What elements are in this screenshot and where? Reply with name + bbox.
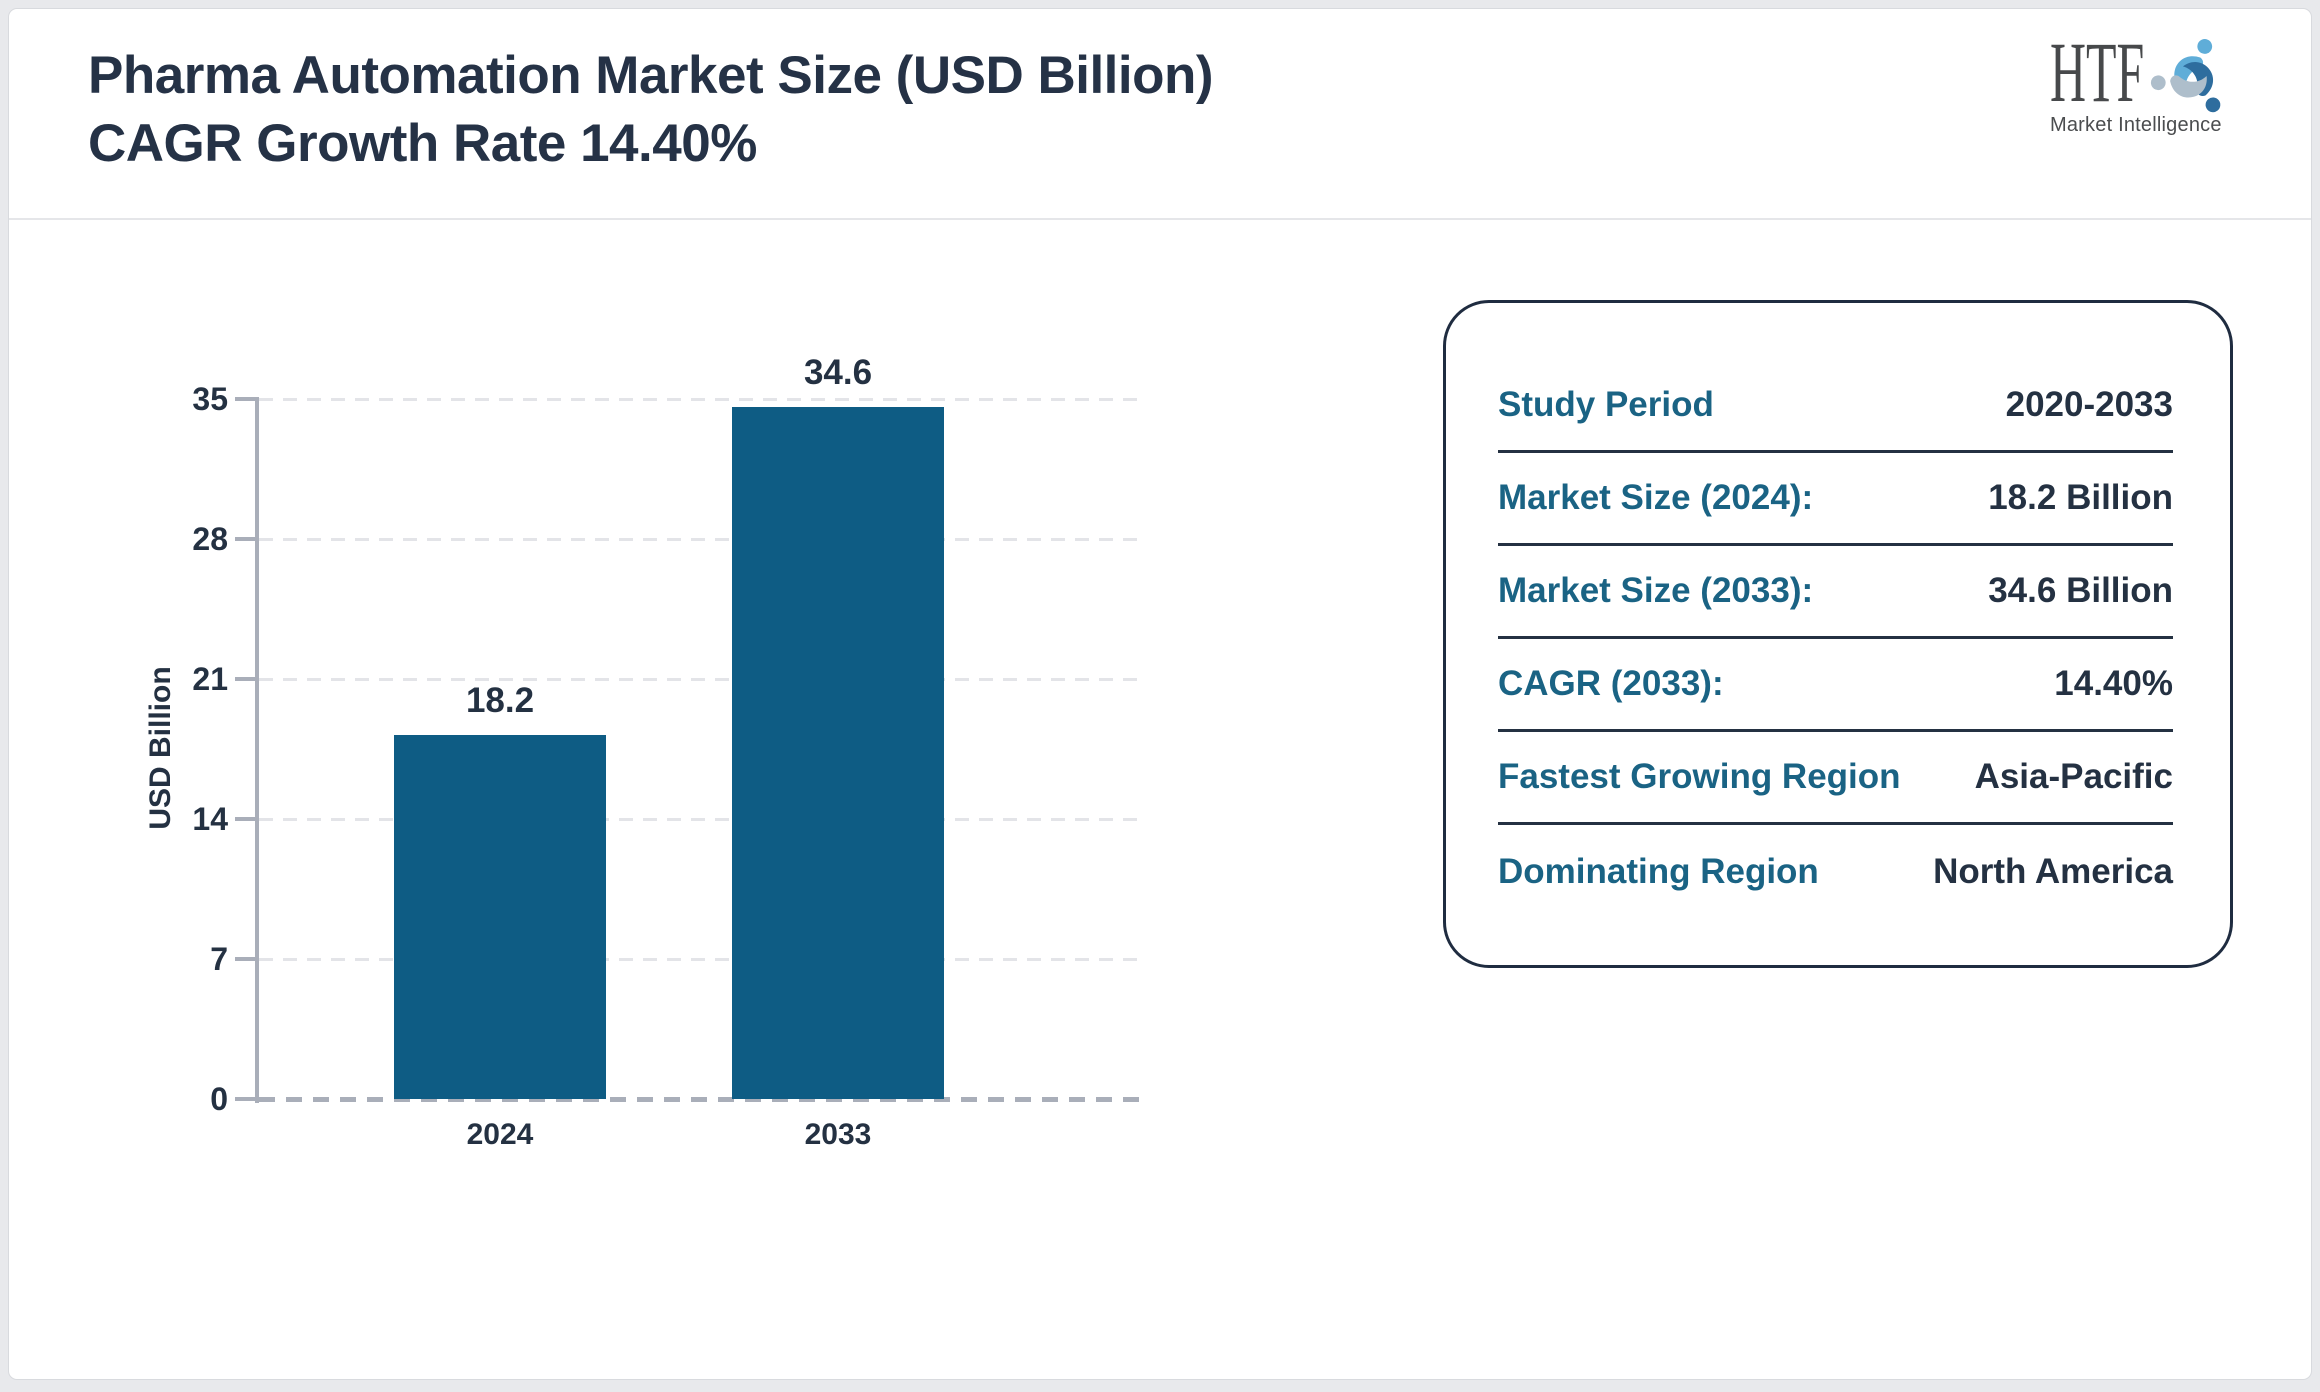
y-axis-tick [235, 1097, 257, 1101]
panel-row: CAGR (2033): 14.40% [1498, 639, 2173, 732]
gridline [259, 958, 1140, 961]
panel-row: Fastest Growing Region Asia-Pacific [1498, 732, 2173, 825]
y-axis-line [255, 397, 259, 1103]
page-title-line1: Pharma Automation Market Size (USD Billi… [88, 46, 1214, 105]
panel-row-label: CAGR (2033): [1498, 664, 1724, 703]
panel-row-value: 18.2 Billion [1988, 478, 2173, 517]
y-tick-label: 7 [210, 941, 228, 977]
panel-row: Dominating Region North America [1498, 825, 2173, 918]
panel-row-label: Study Period [1498, 385, 1714, 424]
header-divider [9, 218, 2311, 220]
summary-panel-rows: Study Period 2020-2033 Market Size (2024):… [1446, 303, 2230, 918]
y-axis-tick [235, 677, 257, 681]
panel-row-value: 14.40% [2054, 664, 2173, 703]
x-tick-label: 2024 [466, 1118, 534, 1151]
bar-value-label: 34.6 [803, 353, 873, 392]
y-tick-label: 21 [192, 661, 228, 697]
bar-2024 [394, 735, 606, 1099]
panel-row-value: 34.6 Billion [1988, 571, 2173, 610]
y-tick-label: 28 [192, 521, 228, 557]
y-tick-label: 35 [192, 381, 228, 417]
x-axis-baseline [259, 1097, 1142, 1102]
y-tick-label: 0 [210, 1081, 228, 1117]
page-title-line2: CAGR Growth Rate 14.40% [88, 114, 757, 173]
y-axis-tick [235, 397, 257, 401]
gridline [259, 818, 1140, 821]
panel-row: Market Size (2024): 18.2 Billion [1498, 453, 2173, 546]
panel-row-label: Fastest Growing Region [1498, 757, 1901, 796]
summary-panel: Study Period 2020-2033 Market Size (2024):… [1443, 300, 2233, 968]
panel-row-label: Market Size (2024): [1498, 478, 1814, 517]
panel-row-value: North America [1933, 851, 2173, 891]
panel-row-value: Asia-Pacific [1974, 757, 2173, 796]
htf-logo: HTF Market Intelligence [2050, 24, 2310, 154]
bar-2033 [732, 407, 944, 1099]
panel-row-label: Market Size (2033): [1498, 571, 1814, 610]
x-tick-label: 2033 [804, 1118, 872, 1151]
htf-logo-text: HTF [2050, 24, 2145, 120]
panel-row-value: 2020-2033 [2005, 385, 2173, 424]
y-axis-tick [235, 817, 257, 821]
y-tick-label: 14 [192, 801, 228, 837]
y-axis-tick [235, 957, 257, 961]
y-axis-tick [235, 537, 257, 541]
bar-value-label: 18.2 [465, 681, 535, 720]
panel-row: Study Period 2020-2033 [1498, 360, 2173, 453]
gridline [259, 398, 1140, 401]
gridline [259, 678, 1140, 681]
gridline [259, 538, 1140, 541]
panel-row-label: Dominating Region [1498, 851, 1819, 891]
page-title: Pharma Automation Market Size (USD Billi… [88, 42, 1214, 178]
panel-row: Market Size (2033): 34.6 Billion [1498, 546, 2173, 639]
htf-swirl-icon [2150, 39, 2221, 113]
htf-logo-subtext: Market Intelligence [2050, 114, 2222, 136]
